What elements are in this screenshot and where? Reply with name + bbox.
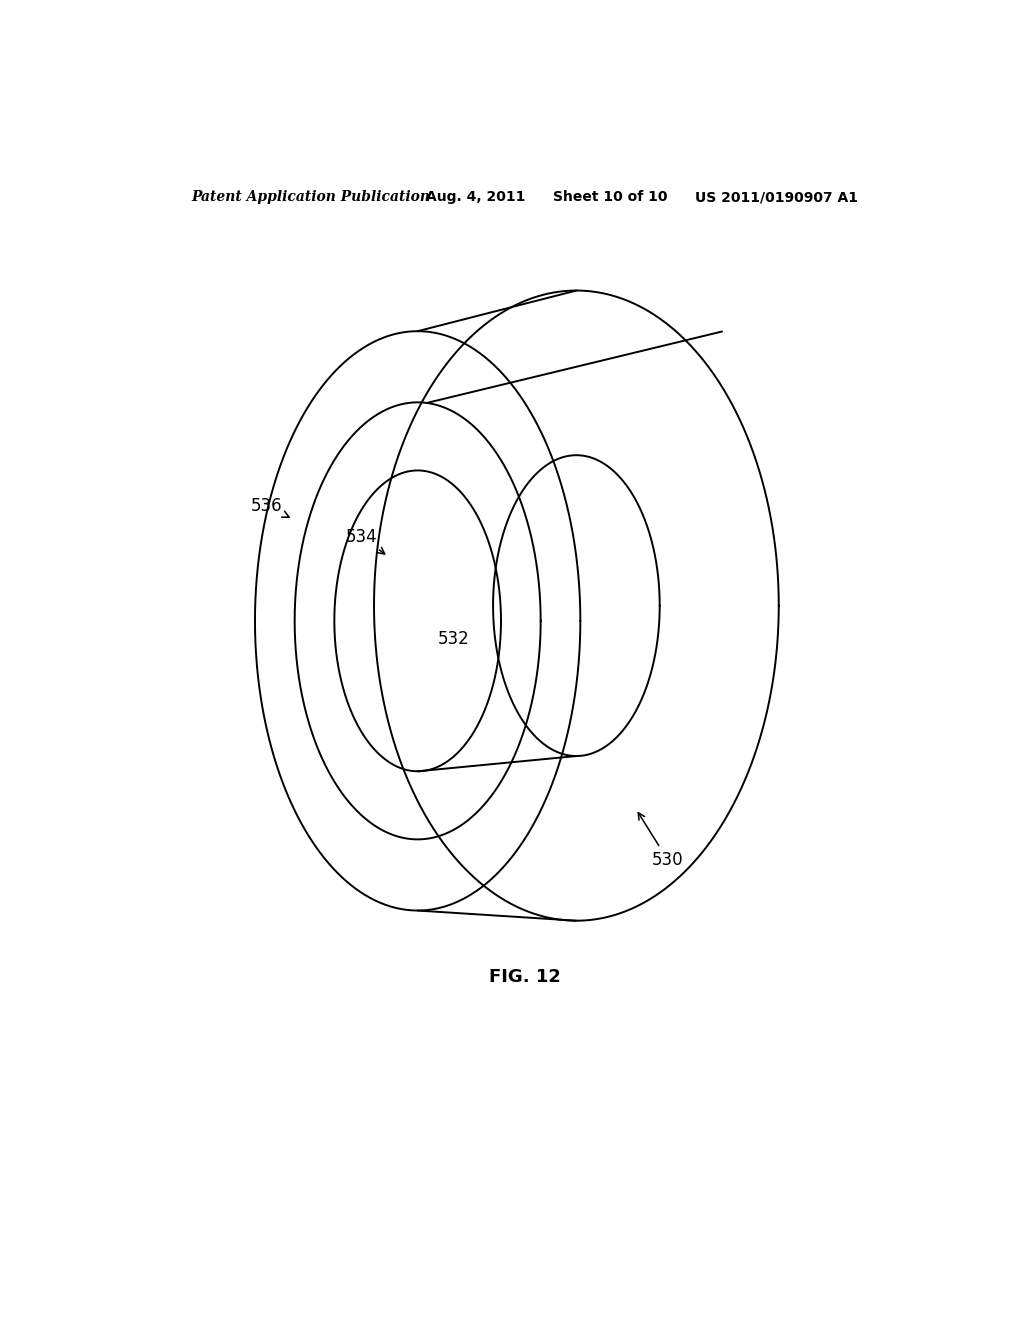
Text: 536: 536 [251, 498, 289, 517]
Text: US 2011/0190907 A1: US 2011/0190907 A1 [695, 190, 858, 205]
Text: Patent Application Publication: Patent Application Publication [191, 190, 430, 205]
Text: 532: 532 [437, 630, 469, 648]
Text: FIG. 12: FIG. 12 [488, 968, 561, 986]
Text: 534: 534 [346, 528, 385, 554]
Text: 530: 530 [638, 813, 683, 869]
Text: Aug. 4, 2011: Aug. 4, 2011 [426, 190, 525, 205]
Text: Sheet 10 of 10: Sheet 10 of 10 [553, 190, 667, 205]
